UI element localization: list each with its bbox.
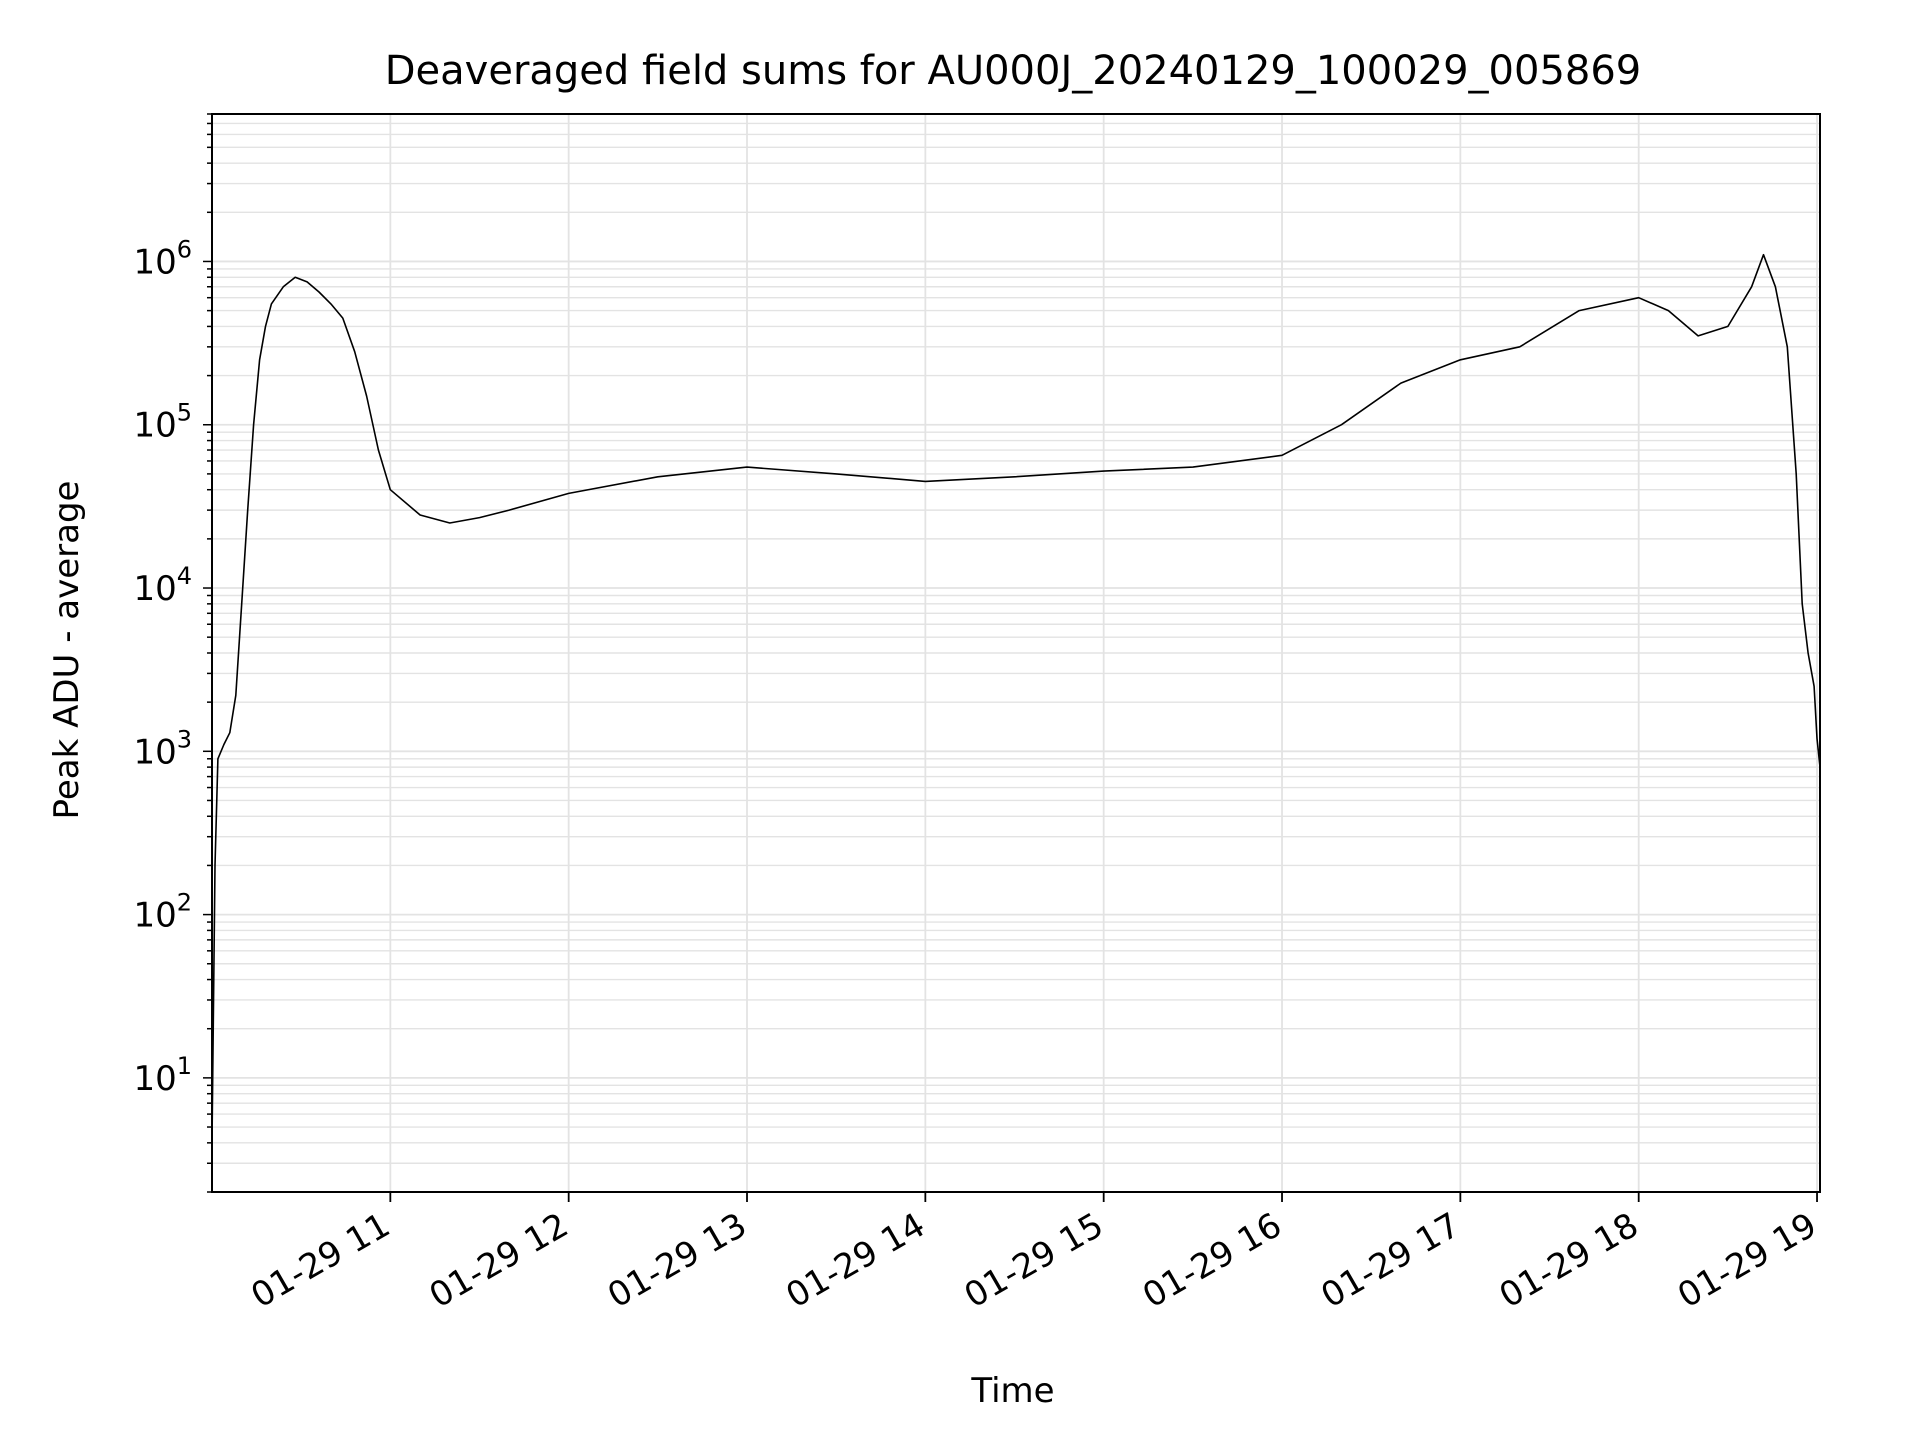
series-line xyxy=(211,253,1821,1143)
y-tick-exponent: 3 xyxy=(177,725,192,753)
y-tick-label: 105 xyxy=(133,399,192,446)
y-tick-exponent: 4 xyxy=(177,562,192,590)
y-tick-label: 106 xyxy=(133,235,192,282)
y-tick-exponent: 5 xyxy=(177,399,192,427)
y-tick-exponent: 1 xyxy=(177,1052,192,1080)
y-tick-exponent: 6 xyxy=(177,235,192,263)
y-tick-exponent: 2 xyxy=(177,889,192,917)
y-tick-base: 10 xyxy=(133,896,176,936)
chart-title: Deaveraged field sums for AU000J_2024012… xyxy=(385,48,1641,94)
y-tick-base: 10 xyxy=(133,242,176,282)
y-tick-base: 10 xyxy=(133,1059,176,1099)
y-tick-base: 10 xyxy=(133,569,176,609)
grid xyxy=(212,113,1820,1193)
y-tick-label: 101 xyxy=(133,1052,192,1099)
y-tick-base: 10 xyxy=(133,406,176,446)
y-tick-label: 104 xyxy=(133,562,192,609)
y-tick-label: 103 xyxy=(133,725,192,772)
series-layer xyxy=(211,253,1821,1143)
y-tick-label: 102 xyxy=(133,889,192,936)
y-tick-base: 10 xyxy=(133,732,176,772)
x-axis-title: Time xyxy=(970,1371,1054,1411)
y-axis-title: Peak ADU - average xyxy=(47,481,87,820)
